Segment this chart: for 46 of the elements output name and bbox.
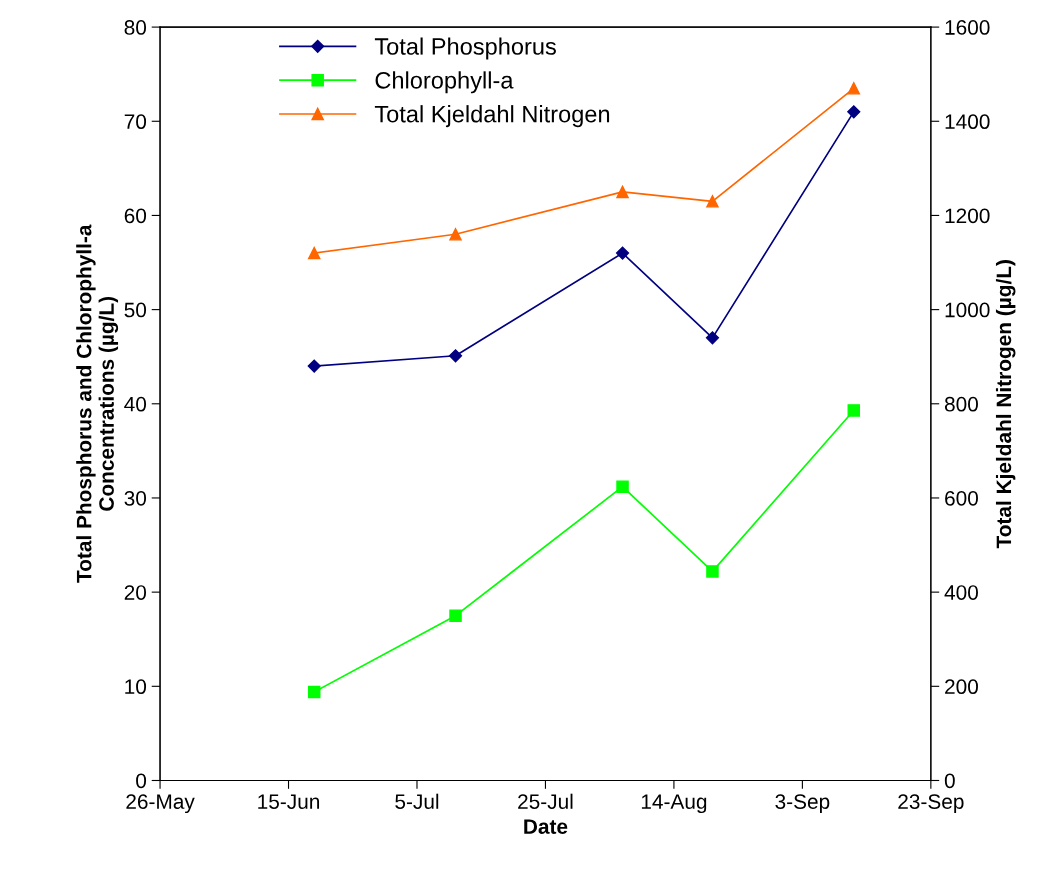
- point: [616, 185, 629, 199]
- x-tick-label: 5-Jul: [395, 793, 439, 809]
- point: [307, 359, 321, 373]
- point: [705, 331, 720, 345]
- point: [847, 404, 861, 417]
- y-tick-label: 50: [124, 302, 147, 318]
- y2-tick-label: 1000: [945, 302, 990, 318]
- x-tick-label: 14-Aug: [641, 794, 707, 814]
- y-tick-label: 80: [124, 20, 147, 35]
- y2-tick-label: 1600: [945, 20, 990, 35]
- y-tick-label: 0: [136, 773, 147, 789]
- y2-tick-label: 1200: [945, 208, 990, 224]
- y2-tick-label: 0: [944, 773, 955, 789]
- x-axis-title: Date: [524, 819, 568, 834]
- point: [449, 609, 462, 622]
- x-tick-label: 23-Sep: [898, 794, 964, 814]
- y-tick-label: 60: [124, 208, 147, 224]
- legend-label: Chlorophyll-a: [375, 71, 514, 94]
- point: [847, 82, 861, 95]
- y2-axis-title: Total Kjeldahl Nitrogen (µg/L): [995, 260, 1016, 549]
- point: [448, 349, 463, 363]
- x-tick-label: 15-Jun: [258, 794, 320, 809]
- point: [615, 246, 630, 260]
- point: [307, 246, 321, 260]
- point: [847, 105, 861, 119]
- y2-tick-label: 200: [945, 679, 978, 695]
- point: [307, 685, 321, 699]
- y2-tick-label: 400: [944, 585, 978, 600]
- x-tick-label: 25-Jul: [518, 793, 573, 809]
- point: [706, 565, 719, 578]
- y-tick-label: 30: [124, 490, 147, 506]
- y-tick-label: 70: [124, 114, 147, 130]
- x-tick-label: 26-May: [126, 794, 195, 814]
- y-tick-label: 40: [124, 396, 147, 412]
- y-tick-label: 10: [125, 679, 147, 695]
- x-tick-label: 3-Sep: [775, 794, 830, 814]
- y2-tick-label: 800: [944, 396, 978, 412]
- y-tick-label: 20: [124, 585, 147, 600]
- legend-label: Total Kjeldahl Nitrogen: [374, 105, 610, 128]
- legend-label: Total Phosphorus: [374, 37, 556, 60]
- point: [706, 195, 719, 208]
- point: [616, 480, 629, 493]
- point: [449, 228, 462, 241]
- y2-tick-label: 1400: [945, 114, 990, 130]
- y2-tick-label: 600: [945, 490, 978, 506]
- y-axis-title: Total Phosphorus and Chlorophyll-a Concentrations (µg/L): [76, 224, 119, 583]
